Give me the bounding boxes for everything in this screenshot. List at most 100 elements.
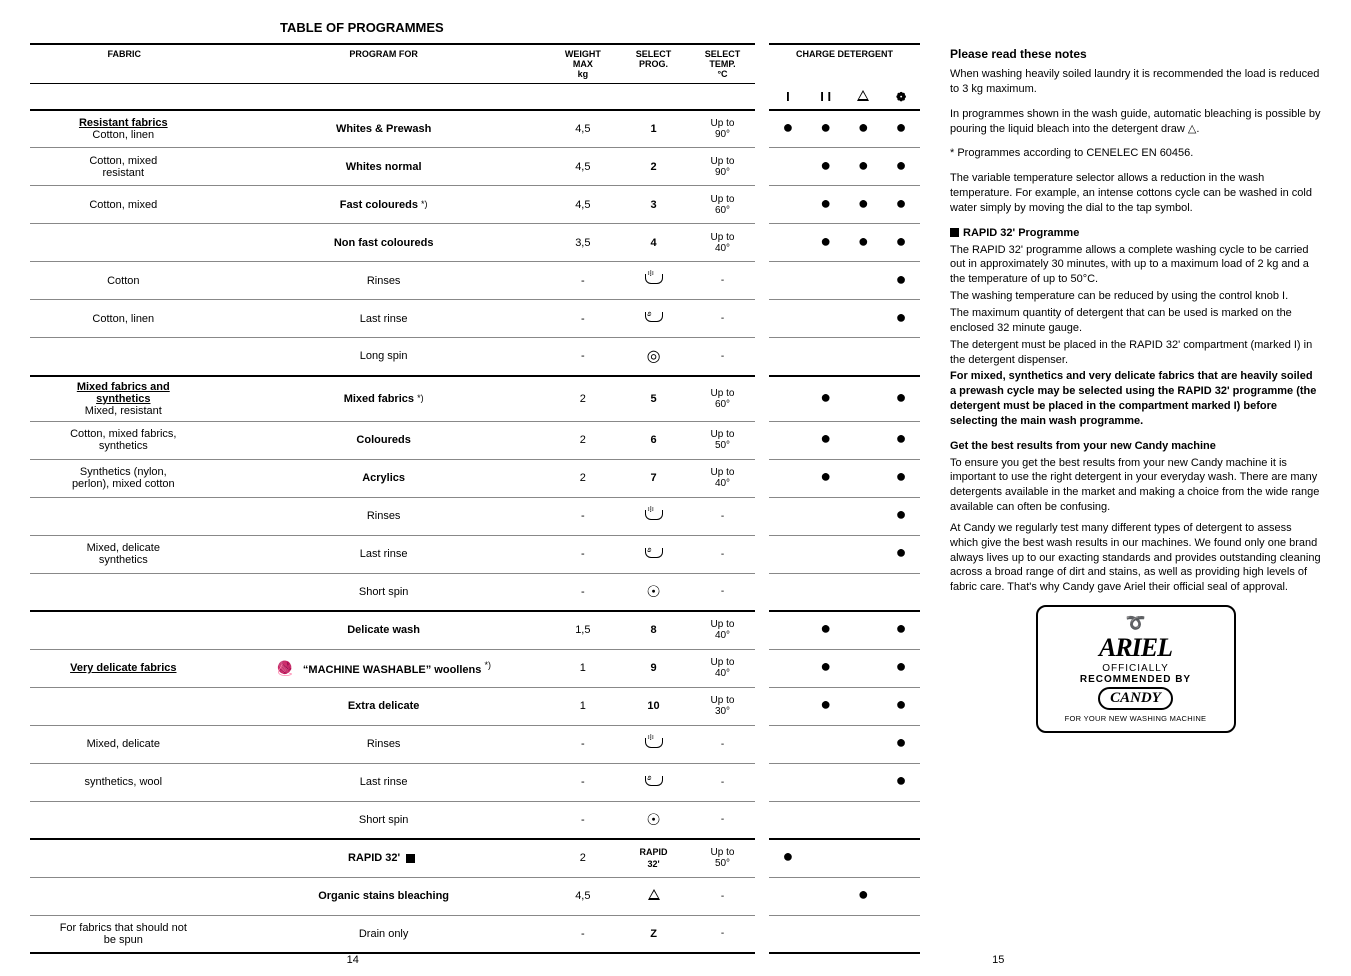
rapid-title: RAPID 32' Programme [963, 227, 1079, 239]
cell-fabric [30, 338, 219, 376]
cell-program: Delicate wash [219, 611, 549, 649]
cell-det-1 [769, 224, 807, 262]
dot-icon: ● [896, 155, 907, 175]
table-header-row: FABRIC PROGRAM FOR WEIGHTMAXkg SELECTPRO… [30, 44, 920, 84]
cell-fabric [30, 224, 219, 262]
dot-icon: ● [820, 694, 831, 714]
cell-select-prog: ፨ [617, 262, 690, 300]
cell-det-3 [845, 376, 883, 422]
ariel-recommended: RECOMMENDED BY [1044, 674, 1228, 685]
cell-det-3 [845, 497, 883, 535]
cell-weight: 4,5 [549, 186, 617, 224]
cell-det-2 [807, 262, 845, 300]
cell-det-4: ● [882, 763, 920, 801]
dot-icon: ● [896, 466, 907, 486]
basin-drop-icon: ࿔ [645, 776, 663, 786]
cell-det-3: ● [845, 877, 883, 915]
cell-program: RAPID 32' [219, 839, 549, 877]
table-row: synthetics, woolLast rinse-࿔-● [30, 763, 920, 801]
hdr-fabric: FABRIC [30, 44, 219, 84]
wool-icon: 🧶 [276, 660, 293, 676]
dot-icon: ● [820, 387, 831, 407]
spiral-short-icon: ☉ [646, 584, 660, 601]
cell-program: Last rinse [219, 300, 549, 338]
table-row: Very delicate fabrics🧶 “MACHINE WASHABLE… [30, 649, 920, 687]
cell-select-temp: - [690, 535, 755, 573]
cell-det-2: ● [807, 421, 845, 459]
cell-select-prog: ◎ [617, 338, 690, 376]
notes-column: Please read these notes When washing hea… [950, 43, 1321, 954]
cell-det-1 [769, 186, 807, 224]
cell-fabric: Mixed, delicatesynthetics [30, 535, 219, 573]
dot-icon: ● [896, 269, 907, 289]
rapid-p2: The washing temperature can be reduced b… [950, 289, 1321, 304]
cell-fabric: Cotton, linen [30, 300, 219, 338]
cell-program: Rinses [219, 725, 549, 763]
cell-det-2 [807, 535, 845, 573]
cell-weight: - [549, 801, 617, 839]
basin-drop-icon: ࿔ [645, 548, 663, 558]
cell-fabric: Cotton [30, 262, 219, 300]
cell-fabric: Resistant fabricsCotton, linen [30, 110, 219, 148]
cell-det-2: ● [807, 148, 845, 186]
dot-icon: ● [896, 428, 907, 448]
dot-icon: ● [858, 193, 869, 213]
cell-det-3: ● [845, 224, 883, 262]
cell-det-2 [807, 725, 845, 763]
hdr-charge-detergent: CHARGE DETERGENT [769, 44, 920, 84]
table-row: Non fast coloureds3,54Up to40°●●● [30, 224, 920, 262]
cell-det-3 [845, 839, 883, 877]
cell-det-1 [769, 915, 807, 953]
cell-det-1 [769, 649, 807, 687]
ariel-seal: ➰ ARIEL OFFICIALLY RECOMMENDED BY CANDY … [1036, 605, 1236, 733]
page-no-right: 15 [676, 954, 1322, 966]
cell-select-temp: Up to60° [690, 186, 755, 224]
det-col-2: I I [807, 84, 845, 110]
cell-det-4: ● [882, 376, 920, 422]
det-col-3 [845, 84, 883, 110]
cell-select-prog: 9 [617, 649, 690, 687]
best-results-p2: At Candy we regularly test many differen… [950, 521, 1321, 595]
table-row: CottonRinses-፨-● [30, 262, 920, 300]
cell-det-2: ● [807, 649, 845, 687]
cell-det-2: ● [807, 186, 845, 224]
dot-icon: ● [896, 618, 907, 638]
cell-program: Long spin [219, 338, 549, 376]
cell-program: Drain only [219, 915, 549, 953]
candy-pill: CANDY [1098, 687, 1173, 710]
basin-spray-icon: ፨ [645, 274, 663, 284]
cell-det-3: ● [845, 110, 883, 148]
cell-program: Last rinse [219, 763, 549, 801]
hdr-select-prog: SELECTPROG. [617, 44, 690, 84]
ariel-officially: OFFICIALLY [1044, 663, 1228, 674]
cell-select-prog: ࿔ [617, 300, 690, 338]
cell-select-prog: 8 [617, 611, 690, 649]
cell-det-1 [769, 611, 807, 649]
swirl-icon: ➰ [1044, 613, 1228, 633]
cell-det-1 [769, 148, 807, 186]
cell-program: Short spin [219, 801, 549, 839]
cell-fabric [30, 497, 219, 535]
dot-icon: ● [820, 117, 831, 137]
cell-fabric [30, 611, 219, 649]
black-square-icon [950, 228, 959, 237]
table-row: Mixed fabrics andsyntheticsMixed, resist… [30, 376, 920, 422]
dot-icon: ● [820, 428, 831, 448]
dot-icon: ● [782, 846, 793, 866]
cell-weight: - [549, 338, 617, 376]
cell-weight: - [549, 763, 617, 801]
ariel-footer: FOR YOUR NEW WASHING MACHINE [1044, 714, 1228, 723]
dot-icon: ● [820, 193, 831, 213]
cell-select-temp: - [690, 725, 755, 763]
cell-program: Fast coloureds *) [219, 186, 549, 224]
cell-det-4 [882, 801, 920, 839]
cell-det-1 [769, 573, 807, 611]
cell-det-2 [807, 763, 845, 801]
dot-icon: ● [858, 155, 869, 175]
cell-det-1: ● [769, 110, 807, 148]
det-col-4: ❁ [882, 84, 920, 110]
cell-select-prog: 6 [617, 421, 690, 459]
cell-det-3 [845, 262, 883, 300]
cell-fabric: Synthetics (nylon,perlon), mixed cotton [30, 459, 219, 497]
cell-weight: - [549, 497, 617, 535]
